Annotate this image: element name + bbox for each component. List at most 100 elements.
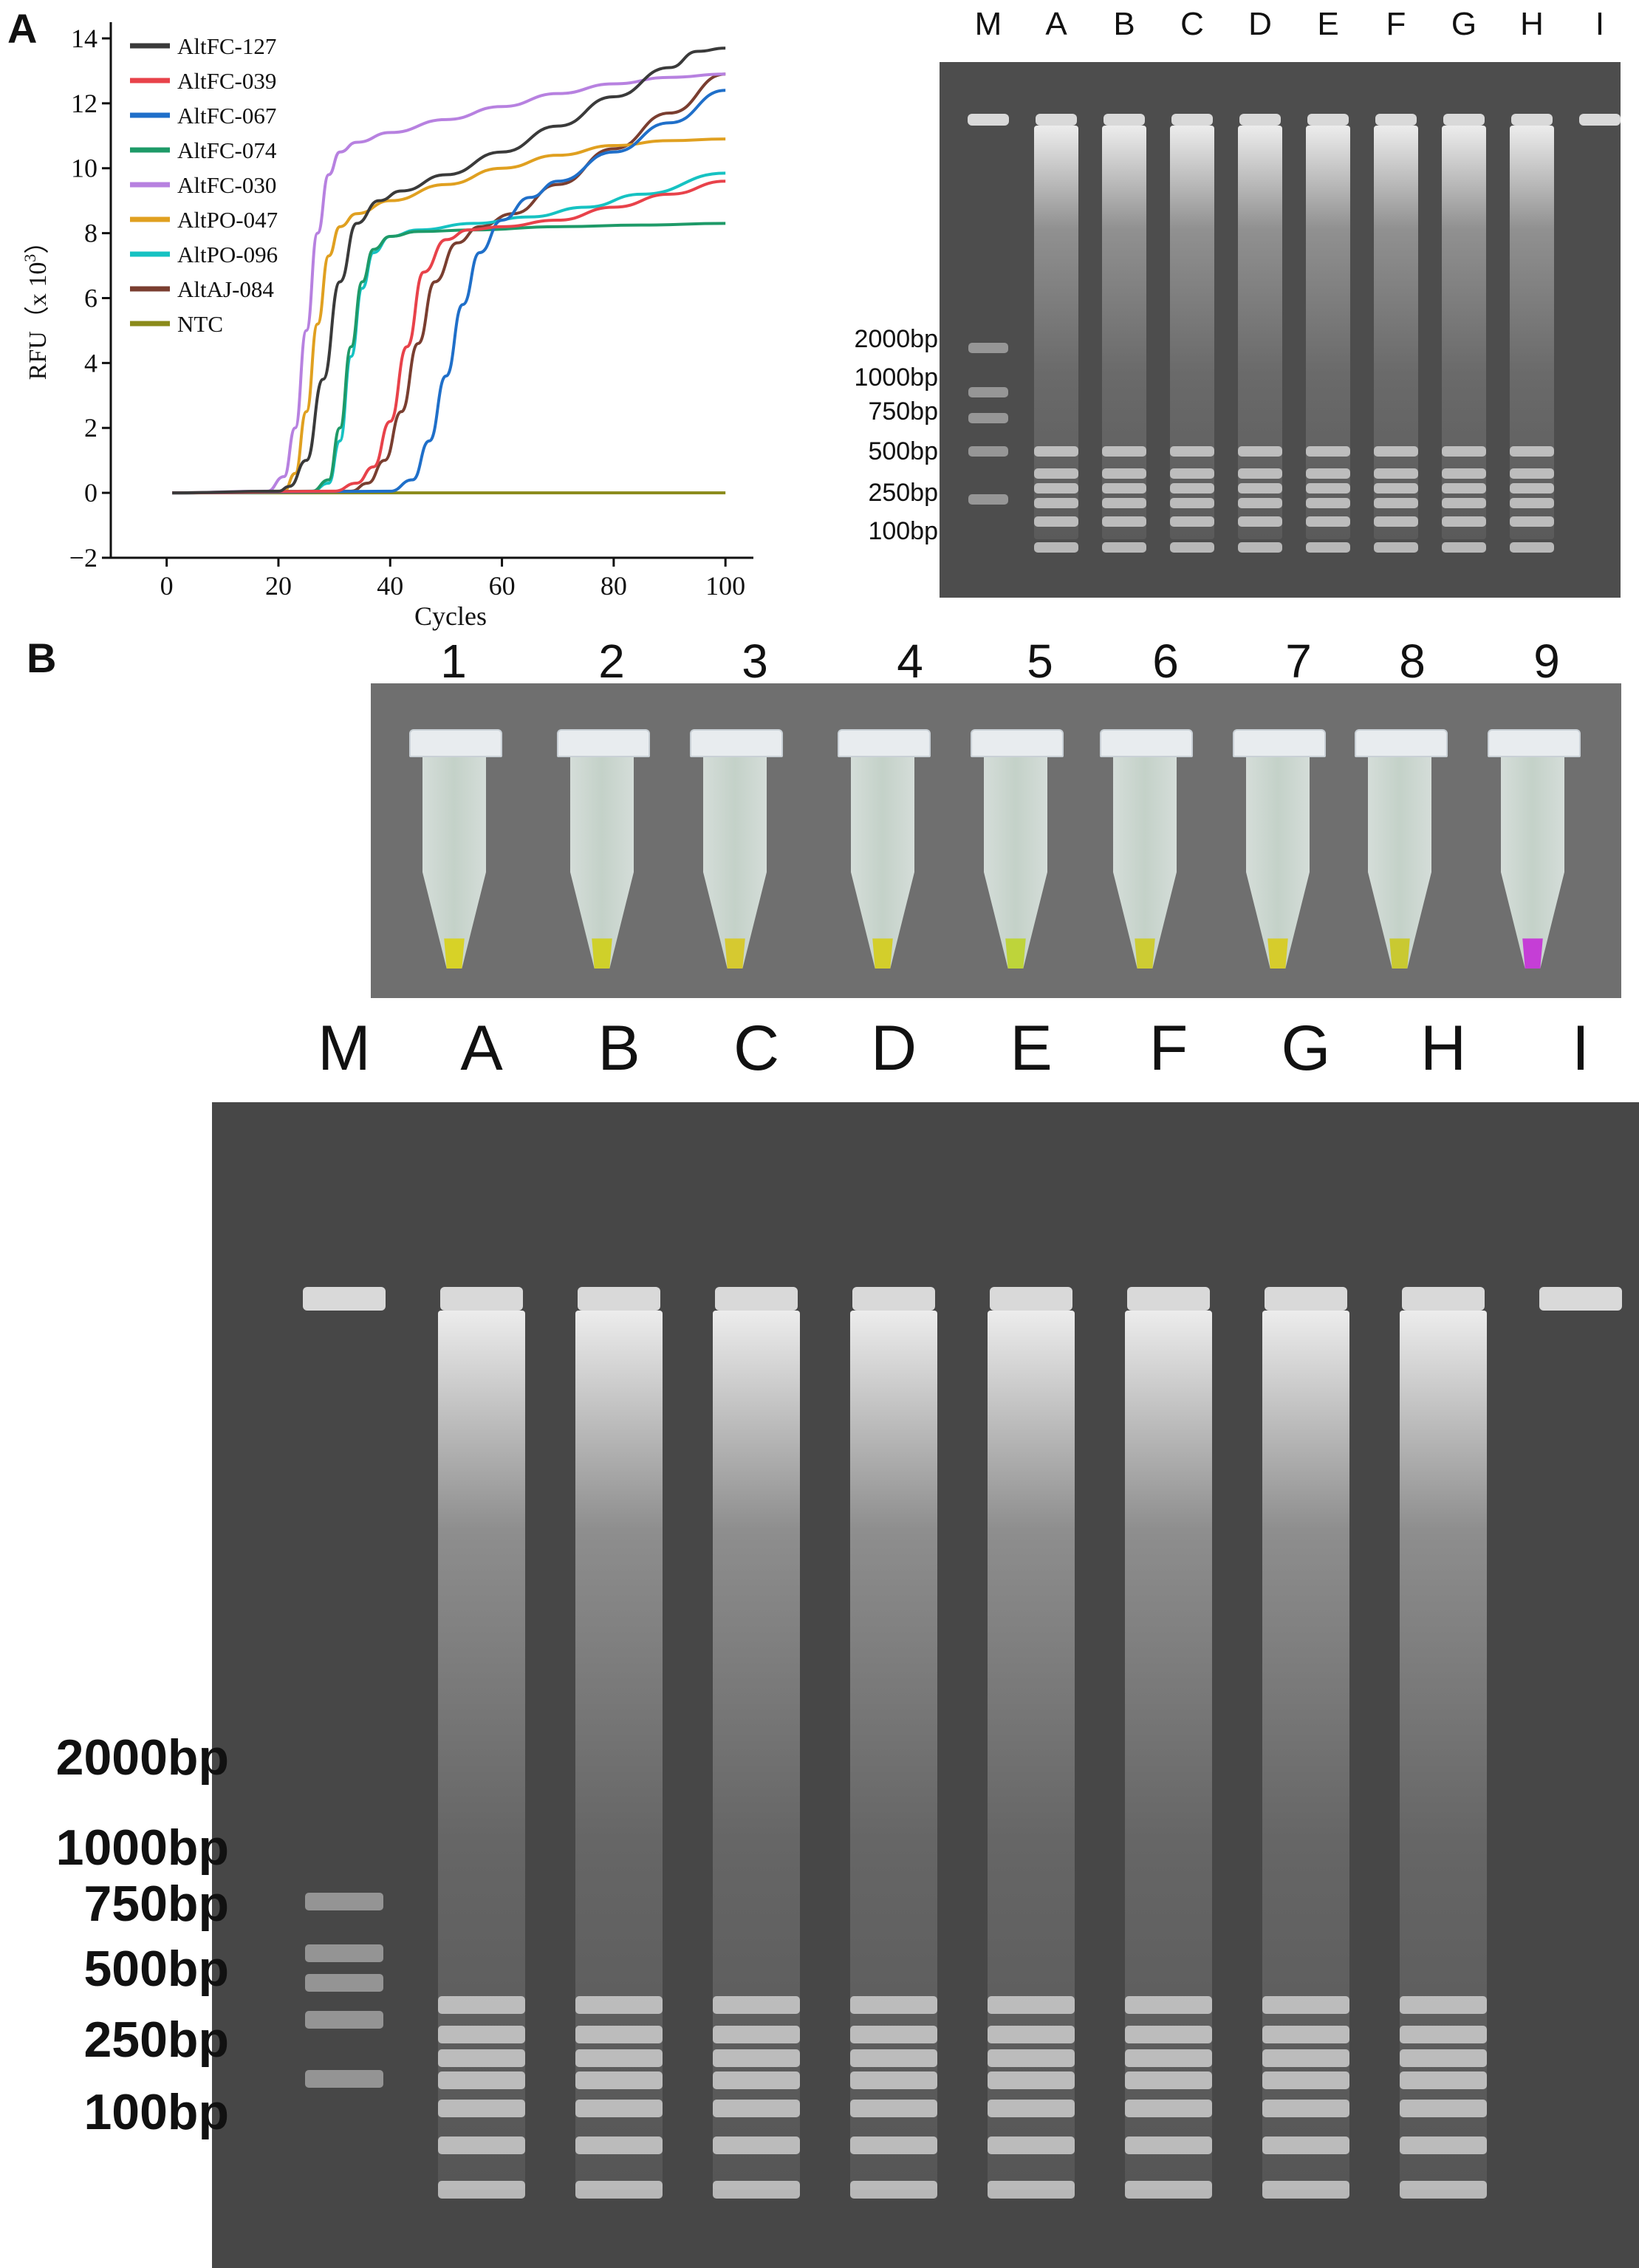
- y-axis-label-main: RFU（x 10: [24, 262, 52, 380]
- lamp-band: [1125, 2100, 1212, 2117]
- gel-well: [1036, 114, 1077, 126]
- lamp-band: [1102, 542, 1146, 553]
- lamp-band: [1510, 483, 1554, 493]
- lamp-band: [988, 2181, 1075, 2199]
- reaction-tube-9: [1488, 729, 1581, 980]
- tube-number-4: 4: [897, 635, 923, 688]
- lamp-band: [1374, 483, 1418, 493]
- gel-top-lane-label-b: B: [1113, 6, 1135, 42]
- lamp-band: [1034, 446, 1078, 457]
- lamp-band: [1034, 542, 1078, 553]
- lamp-band: [1374, 542, 1418, 553]
- reaction-tube-1: [409, 729, 502, 980]
- lamp-band: [713, 2049, 800, 2067]
- lamp-band: [438, 2049, 525, 2067]
- gel-well: [968, 114, 1009, 126]
- tube-liquid: [444, 938, 465, 969]
- lamp-band: [575, 2071, 663, 2089]
- gel-top-lane-label-c: C: [1180, 6, 1204, 42]
- lamp-band: [1102, 498, 1146, 508]
- lamp-band: [1400, 1996, 1487, 2014]
- legend-label: AltAJ-084: [177, 276, 274, 302]
- lamp-band: [988, 2100, 1075, 2117]
- series-line-altfc-030: [172, 72, 726, 495]
- reaction-tube-2: [557, 729, 650, 980]
- ladder-band: [304, 1893, 384, 1910]
- tube-cap: [690, 729, 783, 757]
- lamp-band: [1442, 516, 1486, 527]
- gel-top-lane-label-m: M: [974, 6, 1002, 42]
- reaction-tube-4: [838, 729, 931, 980]
- lamp-band: [850, 2026, 937, 2043]
- legend-label: AltPO-047: [177, 207, 278, 233]
- gel-well: [578, 1287, 660, 1311]
- tube-cap: [1233, 729, 1326, 757]
- gel-top-lane-label-f: F: [1386, 6, 1406, 42]
- tube-liquid: [1135, 938, 1155, 969]
- lamp-band: [713, 2181, 800, 2199]
- lamp-band: [1442, 542, 1486, 553]
- lamp-band: [1102, 516, 1146, 527]
- tube-body: [422, 754, 486, 969]
- lamp-band: [1306, 446, 1350, 457]
- series-line-altfc-067: [172, 89, 726, 495]
- legend-label: AltFC-074: [177, 137, 277, 163]
- x-tick-label: 40: [377, 571, 403, 601]
- tube-liquid: [1389, 938, 1410, 969]
- lamp-band: [438, 2137, 525, 2154]
- lamp-band: [1034, 483, 1078, 493]
- gel-bottom-lane-label-d: D: [870, 1013, 917, 1084]
- x-tick-label: 0: [160, 571, 174, 601]
- lamp-band: [1125, 2049, 1212, 2067]
- gel-bottom-lane-label-c: C: [733, 1013, 780, 1084]
- lamp-band: [988, 2049, 1075, 2067]
- lamp-band: [1262, 2181, 1349, 2199]
- lamp-band: [438, 2181, 525, 2199]
- y-tick-label: 6: [84, 283, 97, 312]
- tube-number-2: 2: [598, 635, 625, 688]
- lamp-band: [713, 2137, 800, 2154]
- tube-liquid: [1267, 938, 1288, 969]
- gel-top-lane-label-i: I: [1595, 6, 1605, 42]
- panel-label-b: B: [27, 635, 57, 681]
- lamp-band: [1400, 2100, 1487, 2117]
- reaction-tube-6: [1100, 729, 1193, 980]
- lamp-band: [850, 2181, 937, 2199]
- gel-image-bottom: [212, 1102, 1639, 2268]
- ladder-band: [968, 343, 1008, 353]
- tube-liquid: [1522, 938, 1543, 969]
- ladder-band: [304, 2070, 384, 2088]
- x-tick-label: 20: [265, 571, 292, 601]
- y-axis-label-superscript: 3: [21, 254, 39, 262]
- lamp-band: [438, 1996, 525, 2014]
- lamp-band: [988, 2026, 1075, 2043]
- gel-top-lane-label-a: A: [1045, 6, 1067, 42]
- gel-well: [1539, 1287, 1622, 1311]
- lamp-band: [850, 1996, 937, 2014]
- tube-liquid: [592, 938, 612, 969]
- tube-cap: [838, 729, 931, 757]
- gel-well: [852, 1287, 935, 1311]
- legend-label: NTC: [177, 311, 223, 337]
- y-tick-label: 8: [84, 219, 97, 248]
- lamp-band: [1170, 498, 1214, 508]
- lamp-band: [1306, 483, 1350, 493]
- lamp-band: [1170, 516, 1214, 527]
- lamp-band: [1306, 468, 1350, 479]
- reaction-tube-8: [1355, 729, 1448, 980]
- lamp-band: [1442, 483, 1486, 493]
- lamp-band: [713, 2071, 800, 2089]
- gel-top-marker-1000: 1000bp: [854, 363, 938, 392]
- gel-bottom-lane-label-a: A: [460, 1013, 503, 1084]
- reaction-tube-5: [971, 729, 1064, 980]
- lamp-band: [1262, 2100, 1349, 2117]
- lamp-band: [1442, 468, 1486, 479]
- gel-bottom-marker-750: 750bp: [83, 1876, 229, 1932]
- lamp-band: [1125, 1996, 1212, 2014]
- x-tick-label: 60: [489, 571, 516, 601]
- lamp-band: [1125, 2026, 1212, 2043]
- lamp-band: [575, 2181, 663, 2199]
- lamp-band: [988, 2137, 1075, 2154]
- lamp-band: [850, 2049, 937, 2067]
- tube-cap: [1355, 729, 1448, 757]
